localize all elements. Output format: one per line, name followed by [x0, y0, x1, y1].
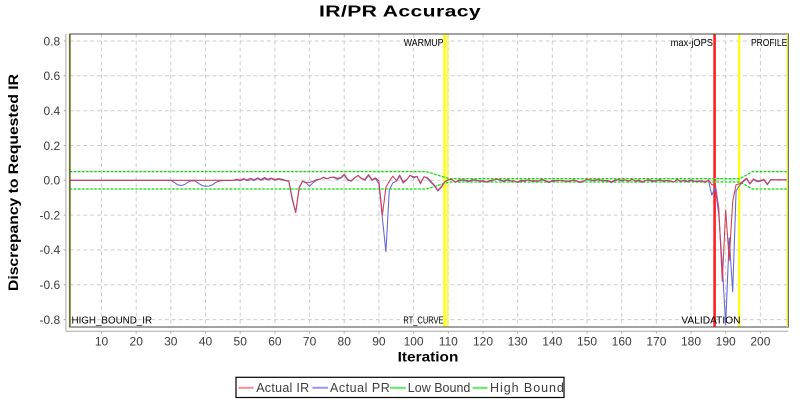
svg-text:VALIDATION: VALIDATION — [681, 315, 740, 326]
svg-text:Low Bound: Low Bound — [408, 381, 471, 395]
svg-text:High Bound: High Bound — [490, 381, 565, 395]
svg-text:100: 100 — [404, 334, 424, 348]
svg-text:PROFILE: PROFILE — [751, 37, 787, 48]
svg-text:0.8: 0.8 — [44, 34, 61, 48]
svg-text:160: 160 — [612, 334, 632, 348]
svg-text:110: 110 — [439, 334, 458, 348]
svg-text:140: 140 — [542, 334, 562, 348]
svg-text:10: 10 — [95, 334, 109, 348]
svg-text:Actual PR: Actual PR — [330, 381, 390, 395]
svg-text:-0.6: -0.6 — [40, 278, 61, 292]
svg-text:max-jOPS: max-jOPS — [671, 38, 713, 49]
svg-text:60: 60 — [268, 334, 282, 348]
svg-text:0.2: 0.2 — [44, 139, 61, 153]
svg-text:150: 150 — [577, 334, 597, 348]
svg-text:20: 20 — [130, 334, 144, 348]
svg-text:0.4: 0.4 — [44, 104, 61, 118]
svg-text:0.0: 0.0 — [44, 174, 61, 188]
svg-text:-0.2: -0.2 — [40, 208, 61, 222]
svg-text:130: 130 — [508, 334, 528, 348]
svg-text:-0.8: -0.8 — [40, 313, 61, 327]
svg-text:Actual IR: Actual IR — [256, 381, 309, 395]
svg-text:40: 40 — [199, 334, 213, 348]
svg-text:RT_CURVE: RT_CURVE — [403, 314, 443, 325]
svg-text:120: 120 — [473, 334, 493, 348]
svg-text:90: 90 — [372, 334, 386, 348]
svg-text:50: 50 — [234, 334, 248, 348]
svg-text:70: 70 — [303, 334, 317, 348]
svg-text:WARMUP: WARMUP — [404, 36, 444, 48]
svg-text:170: 170 — [646, 334, 666, 348]
svg-text:Discrepancy to Requested IR: Discrepancy to Requested IR — [7, 74, 22, 291]
svg-text:180: 180 — [681, 334, 701, 348]
svg-text:0.6: 0.6 — [44, 69, 61, 83]
svg-text:-0.4: -0.4 — [40, 243, 61, 257]
svg-text:190: 190 — [716, 334, 736, 348]
svg-text:200: 200 — [750, 334, 770, 348]
svg-text:Iteration: Iteration — [398, 350, 459, 365]
svg-text:HIGH_BOUND_IR: HIGH_BOUND_IR — [72, 315, 153, 326]
svg-text:30: 30 — [164, 334, 178, 348]
svg-text:IR/PR Accuracy: IR/PR Accuracy — [319, 2, 481, 20]
svg-text:80: 80 — [338, 334, 352, 348]
